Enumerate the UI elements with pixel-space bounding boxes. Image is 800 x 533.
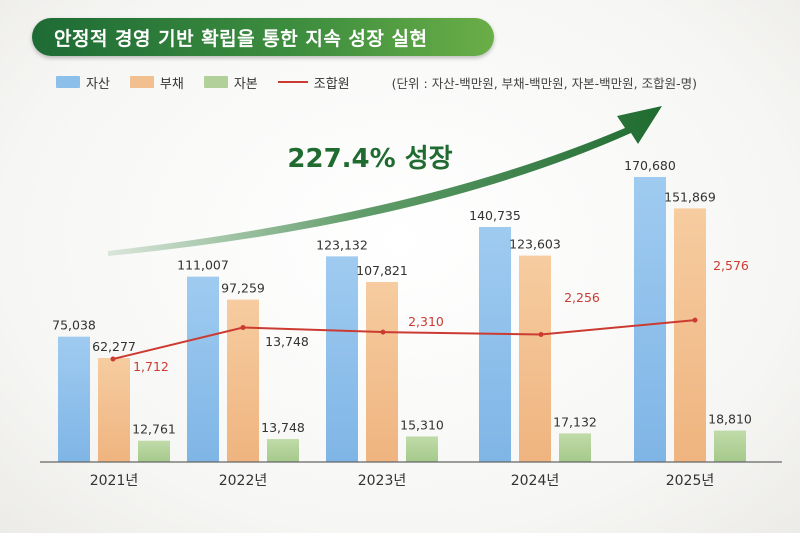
members-label-2: 13,748 <box>265 334 309 349</box>
title-banner: 안정적 경영 기반 확립을 통한 지속 성장 실현 <box>32 18 494 56</box>
bar-liabilities-2 <box>227 299 259 462</box>
x-tick-label-3: 2023년 <box>358 473 407 489</box>
bars-group: 75,038 62,277 12,761 111,007 97,259 13,748 123… <box>52 158 752 462</box>
bar-equity-1 <box>138 440 170 462</box>
data-label-equity-5: 18,810 <box>708 412 752 427</box>
x-tick-label-1: 2021년 <box>90 473 139 489</box>
data-label-assets-5: 170,680 <box>624 158 676 173</box>
data-label-assets-4: 140,735 <box>469 208 521 223</box>
legend-item-members: 조합원 <box>277 73 350 92</box>
data-label-liabilities-4: 123,603 <box>509 237 561 252</box>
members-point-3 <box>380 329 386 335</box>
members-point-1 <box>110 356 116 362</box>
data-label-liabilities-1: 62,277 <box>92 339 136 354</box>
members-point-4 <box>538 332 544 338</box>
legend-label-equity: 자본 <box>233 76 258 92</box>
bar-assets-1 <box>58 336 90 462</box>
legend: 자산 부채 자본 조합원 (단위 : 자산-백만원, 부채-백만원, 자본-백만… <box>56 73 697 92</box>
page-title: 안정적 경영 기반 확립을 통한 지속 성장 실현 <box>54 27 428 50</box>
x-tick-label-4: 2024년 <box>511 473 560 489</box>
bar-assets-3 <box>326 256 358 462</box>
x-tick-label-2: 2022년 <box>219 473 268 489</box>
growth-arrow <box>108 106 662 256</box>
legend-item-equity: 자본 <box>203 73 258 92</box>
data-label-liabilities-5: 151,869 <box>664 189 716 204</box>
unit-note: (단위 : 자산-백만원, 부채-백만원, 자본-백만원, 조합원-명) <box>391 75 697 91</box>
x-tick-label-5: 2025년 <box>666 473 715 489</box>
data-label-assets-1: 75,038 <box>52 318 96 333</box>
bar-liabilities-1 <box>98 358 130 462</box>
members-point-2 <box>240 325 246 331</box>
data-label-equity-4: 17,132 <box>553 414 597 429</box>
bar-equity-2 <box>267 439 299 462</box>
data-label-equity-1: 12,761 <box>132 422 176 437</box>
bar-assets-2 <box>187 276 219 462</box>
legend-label-liabilities: 부채 <box>159 76 184 92</box>
bar-assets-4 <box>479 227 511 462</box>
data-label-liabilities-2: 97,259 <box>221 281 265 296</box>
growth-label: 227.4% 성장 <box>287 144 452 174</box>
bar-equity-3 <box>406 436 438 462</box>
data-label-equity-3: 15,310 <box>400 417 444 432</box>
legend-line-members <box>277 81 308 83</box>
members-label-3: 2,310 <box>408 314 444 329</box>
members-point-5 <box>692 317 698 323</box>
members-label-5: 2,576 <box>713 258 749 273</box>
legend-swatch-liabilities <box>129 76 154 88</box>
legend-label-assets: 자산 <box>86 76 110 92</box>
data-label-equity-2: 13,748 <box>261 420 305 435</box>
members-line-group: 1,712 13,748 2,310 2,256 2,576 <box>110 258 749 374</box>
legend-label-members: 조합원 <box>313 76 350 92</box>
bar-liabilities-4 <box>519 255 551 462</box>
data-label-assets-3: 123,132 <box>316 237 368 252</box>
legend-item-assets: 자산 <box>56 73 110 92</box>
legend-swatch-equity <box>203 76 228 88</box>
bar-liabilities-3 <box>366 281 398 462</box>
data-label-liabilities-3: 107,821 <box>356 263 408 278</box>
bar-assets-5 <box>634 177 666 462</box>
members-label-4: 2,256 <box>564 290 600 305</box>
members-label-1: 1,712 <box>133 359 169 374</box>
bar-equity-5 <box>714 430 746 462</box>
legend-item-liabilities: 부채 <box>129 73 184 92</box>
bar-liabilities-5 <box>674 208 706 462</box>
data-label-assets-2: 111,007 <box>177 258 229 273</box>
legend-swatch-assets <box>56 76 80 88</box>
bar-equity-4 <box>559 433 591 462</box>
x-axis-labels: 2021년 2022년 2023년 2024년 2025년 <box>90 473 715 489</box>
